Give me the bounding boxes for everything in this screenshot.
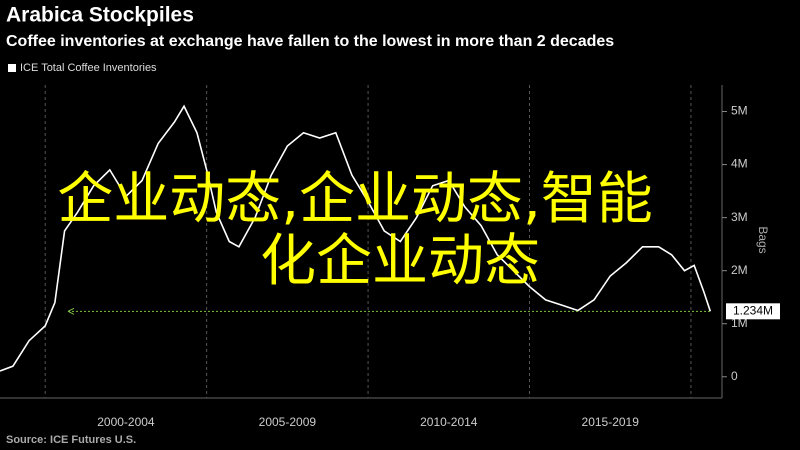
line	[0, 104, 712, 372]
y-tick-label: 3M	[731, 210, 748, 224]
x-tick-label: 2005-2009	[259, 415, 317, 429]
legend-swatch	[8, 64, 16, 72]
y-tick-label: 0	[731, 369, 738, 383]
last-value-label: 1.234M	[733, 303, 773, 317]
x-tick-label: 2010-2014	[420, 415, 478, 429]
legend-label: ICE Total Coffee Inventories	[20, 62, 157, 74]
source: Source: ICE Futures U.S.	[6, 434, 136, 446]
overlay-text: 化企业动态	[260, 229, 540, 294]
y-axis-title: Bags	[756, 226, 770, 253]
last-value-box	[726, 303, 780, 320]
x-tick-label: 2000-2004	[97, 415, 155, 429]
y-tick-label: 2M	[731, 263, 748, 277]
chart-title: Arabica Stockpiles	[6, 4, 194, 27]
y-tick-label: 1M	[731, 316, 748, 330]
y-tick-label: 4M	[731, 157, 748, 171]
chart-subtitle: Coffee inventories at exchange have fall…	[6, 33, 614, 50]
y-tick-label: 5M	[731, 104, 748, 118]
last-value-arrow	[67, 307, 75, 315]
x-tick-label: 2015-2019	[582, 415, 640, 429]
overlay-text: 企业动态,企业动态,智能	[57, 167, 653, 232]
